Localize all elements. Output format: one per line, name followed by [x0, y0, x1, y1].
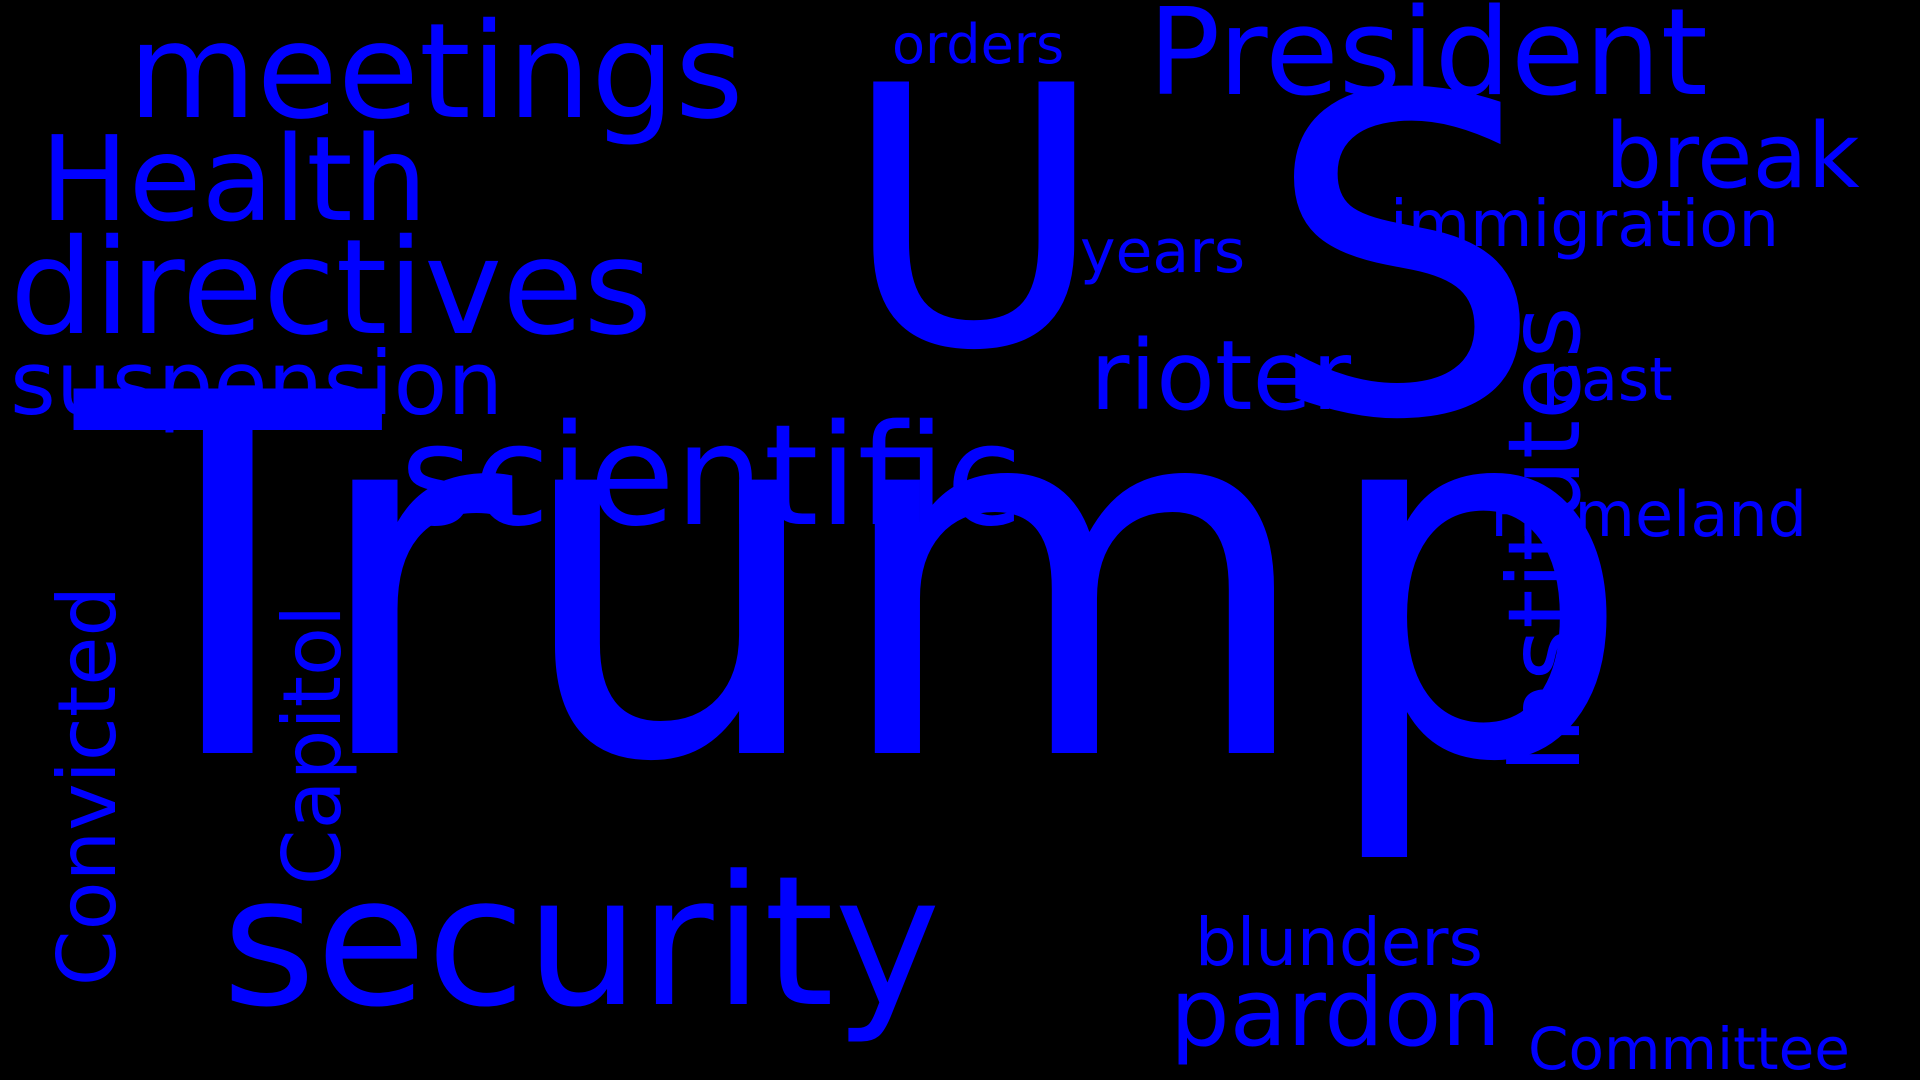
word-homeland: Homeland	[1490, 478, 1807, 551]
word-suspension: suspension	[10, 332, 504, 435]
word-security: security	[222, 838, 941, 1047]
word-scientific: scientific	[400, 395, 1023, 558]
word-trump: Trump	[75, 289, 1634, 871]
word-capitol: Capitol	[266, 604, 359, 886]
word-rioter: rioter	[1090, 320, 1352, 432]
word-past: past	[1543, 345, 1673, 415]
word-years: years	[1080, 217, 1246, 287]
word-pardon: pardon	[1170, 959, 1502, 1068]
word-directives: directives	[10, 211, 653, 365]
word-health: Health	[40, 110, 428, 248]
word-president: President	[1148, 0, 1708, 123]
word-committee: Committee	[1528, 1015, 1850, 1080]
word-s: S	[1265, 4, 1545, 516]
word-meetings: meetings	[128, 0, 744, 149]
word-convicted: Convicted	[41, 585, 134, 987]
word-u: U	[842, 10, 1106, 429]
word-break: break	[1605, 104, 1860, 209]
word-blunders: blunders	[1195, 904, 1483, 981]
word-immigration: immigration	[1390, 188, 1779, 262]
word-orders: orders	[892, 13, 1065, 76]
